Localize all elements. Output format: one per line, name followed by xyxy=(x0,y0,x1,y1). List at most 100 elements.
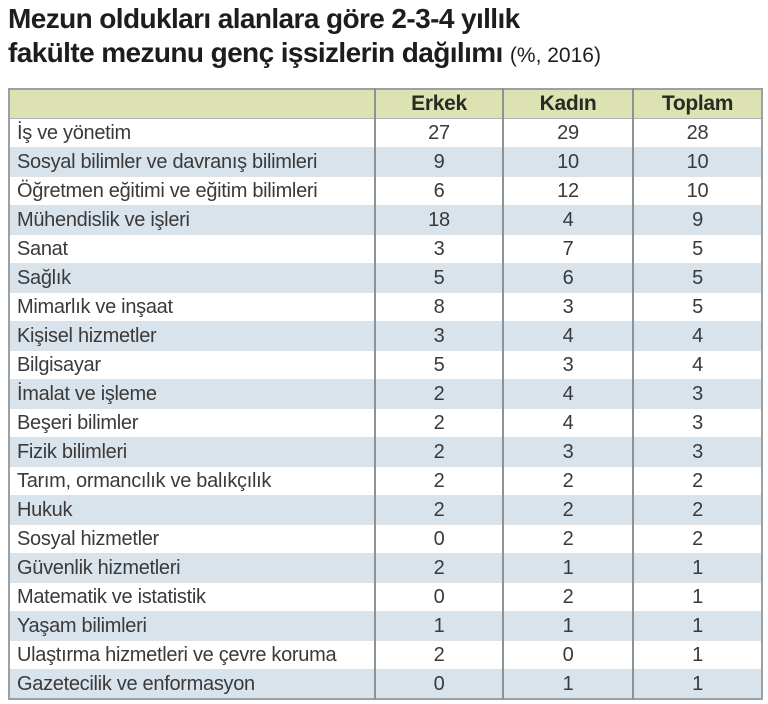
value-cell-toplam: 1 xyxy=(632,669,762,699)
row-label: İmalat ve işleme xyxy=(9,379,375,409)
value-cell-kadin: 2 xyxy=(502,524,633,554)
value-cell-erkek: 9 xyxy=(374,147,503,177)
table-row: İmalat ve işleme 2 4 3 xyxy=(9,379,762,409)
row-label: Kişisel hizmetler xyxy=(9,321,375,351)
value-cell-toplam: 9 xyxy=(632,205,762,235)
value-cell-toplam: 2 xyxy=(632,466,762,496)
table-row: Hukuk 2 2 2 xyxy=(9,495,762,525)
row-label: Hukuk xyxy=(9,495,375,525)
value-cell-kadin: 6 xyxy=(502,263,633,293)
value-cell-toplam: 5 xyxy=(632,263,762,293)
table-row: Mühendislik ve işleri 18 4 9 xyxy=(9,205,762,235)
table-header-row: Erkek Kadın Toplam xyxy=(9,89,762,119)
chart-title: Mezun oldukları alanlara göre 2-3-4 yıll… xyxy=(8,2,601,73)
value-cell-toplam: 4 xyxy=(632,350,762,380)
value-cell-kadin: 10 xyxy=(502,147,633,177)
value-cell-toplam: 5 xyxy=(632,234,762,264)
value-cell-toplam: 3 xyxy=(632,379,762,409)
row-label: Beşeri bilimler xyxy=(9,408,375,438)
chart-title-suffix: (%, 2016) xyxy=(509,44,601,67)
row-label: Mühendislik ve işleri xyxy=(9,205,375,235)
value-cell-erkek: 0 xyxy=(374,582,503,612)
value-cell-kadin: 12 xyxy=(502,176,633,206)
value-cell-erkek: 3 xyxy=(374,234,503,264)
value-cell-kadin: 4 xyxy=(502,379,633,409)
row-label: Ulaştırma hizmetleri ve çevre koruma xyxy=(9,640,375,670)
value-cell-erkek: 2 xyxy=(374,379,503,409)
value-cell-kadin: 0 xyxy=(502,640,633,670)
value-cell-kadin: 3 xyxy=(502,292,633,322)
value-cell-erkek: 2 xyxy=(374,640,503,670)
table-row: Mimarlık ve inşaat 8 3 5 xyxy=(9,292,762,322)
value-cell-toplam: 2 xyxy=(632,495,762,525)
value-cell-kadin: 4 xyxy=(502,205,633,235)
row-label: Sanat xyxy=(9,234,375,264)
value-cell-toplam: 3 xyxy=(632,408,762,438)
value-cell-kadin: 1 xyxy=(502,669,633,699)
chart-title-line2: fakülte mezunu genç işsizlerin dağılımı xyxy=(8,37,503,68)
table-row: Gazetecilik ve enformasyon 0 1 1 xyxy=(9,669,762,699)
value-cell-toplam: 28 xyxy=(632,118,762,148)
value-cell-toplam: 5 xyxy=(632,292,762,322)
distribution-table: Erkek Kadın Toplam İş ve yönetim 27 29 28 Sosy… xyxy=(8,88,763,700)
value-cell-kadin: 4 xyxy=(502,321,633,351)
chart-title-line1: Mezun oldukları alanlara göre 2-3-4 yıll… xyxy=(8,3,520,34)
row-label: Yaşam bilimleri xyxy=(9,611,375,641)
table-row: İş ve yönetim 27 29 28 xyxy=(9,118,762,148)
table-row: Yaşam bilimleri 1 1 1 xyxy=(9,611,762,641)
value-cell-erkek: 8 xyxy=(374,292,503,322)
value-cell-erkek: 0 xyxy=(374,669,503,699)
row-label: Öğretmen eğitimi ve eğitim bilimleri xyxy=(9,176,375,206)
value-cell-toplam: 1 xyxy=(632,582,762,612)
value-cell-erkek: 18 xyxy=(374,205,503,235)
value-cell-erkek: 3 xyxy=(374,321,503,351)
row-label: Bilgisayar xyxy=(9,350,375,380)
value-cell-erkek: 2 xyxy=(374,437,503,467)
table-row: Bilgisayar 5 3 4 xyxy=(9,350,762,380)
value-cell-erkek: 2 xyxy=(374,495,503,525)
row-label: Sosyal hizmetler xyxy=(9,524,375,554)
value-cell-kadin: 4 xyxy=(502,408,633,438)
value-cell-toplam: 2 xyxy=(632,524,762,554)
value-cell-toplam: 10 xyxy=(632,147,762,177)
row-label: Sağlık xyxy=(9,263,375,293)
table-row: Kişisel hizmetler 3 4 4 xyxy=(9,321,762,351)
value-cell-erkek: 0 xyxy=(374,524,503,554)
table-row: Matematik ve istatistik 0 2 1 xyxy=(9,582,762,612)
value-cell-kadin: 3 xyxy=(502,350,633,380)
value-cell-toplam: 3 xyxy=(632,437,762,467)
value-cell-kadin: 2 xyxy=(502,466,633,496)
value-cell-toplam: 1 xyxy=(632,611,762,641)
header-cell-kadin: Kadın xyxy=(502,89,633,119)
row-label: Sosyal bilimler ve davranış bilimleri xyxy=(9,147,375,177)
table-row: Sanat 3 7 5 xyxy=(9,234,762,264)
row-label: Gazetecilik ve enformasyon xyxy=(9,669,375,699)
header-cell-category xyxy=(9,89,375,119)
value-cell-toplam: 4 xyxy=(632,321,762,351)
value-cell-erkek: 2 xyxy=(374,466,503,496)
table-row: Fizik bilimleri 2 3 3 xyxy=(9,437,762,467)
table-row: Güvenlik hizmetleri 2 1 1 xyxy=(9,553,762,583)
value-cell-kadin: 2 xyxy=(502,582,633,612)
value-cell-kadin: 1 xyxy=(502,553,633,583)
table-row: Sağlık 5 6 5 xyxy=(9,263,762,293)
value-cell-kadin: 1 xyxy=(502,611,633,641)
value-cell-erkek: 27 xyxy=(374,118,503,148)
value-cell-erkek: 2 xyxy=(374,553,503,583)
value-cell-kadin: 29 xyxy=(502,118,633,148)
value-cell-toplam: 1 xyxy=(632,640,762,670)
value-cell-erkek: 5 xyxy=(374,263,503,293)
value-cell-erkek: 6 xyxy=(374,176,503,206)
table-row: Öğretmen eğitimi ve eğitim bilimleri 6 12 1… xyxy=(9,176,762,206)
value-cell-toplam: 10 xyxy=(632,176,762,206)
table-row: Beşeri bilimler 2 4 3 xyxy=(9,408,762,438)
value-cell-kadin: 7 xyxy=(502,234,633,264)
row-label: Matematik ve istatistik xyxy=(9,582,375,612)
header-cell-toplam: Toplam xyxy=(632,89,762,119)
row-label: Fizik bilimleri xyxy=(9,437,375,467)
table-row: Ulaştırma hizmetleri ve çevre koruma 2 0 1 xyxy=(9,640,762,670)
value-cell-erkek: 1 xyxy=(374,611,503,641)
header-cell-erkek: Erkek xyxy=(374,89,503,119)
value-cell-toplam: 1 xyxy=(632,553,762,583)
